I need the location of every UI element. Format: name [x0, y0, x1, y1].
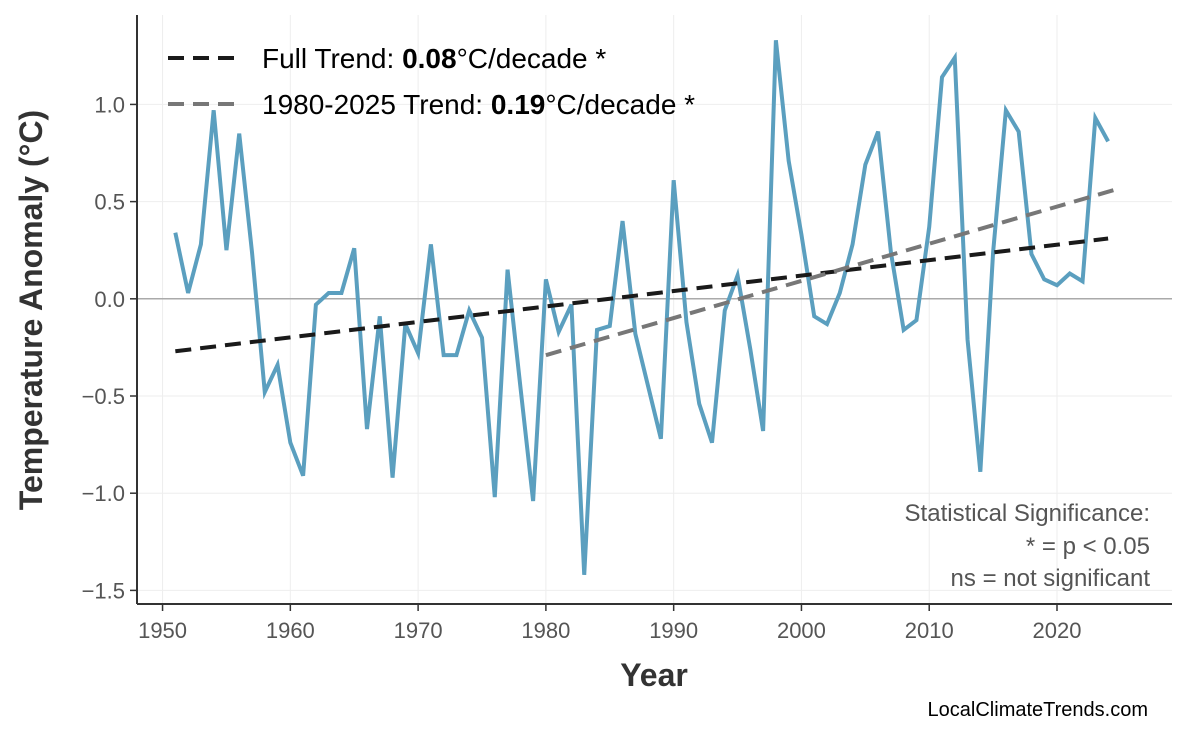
- x-tick-label: 1990: [649, 618, 698, 643]
- series-group: [173, 40, 1110, 575]
- y-tick-label: −0.5: [82, 384, 125, 409]
- y-tick-label: −1.5: [82, 578, 125, 603]
- credit: LocalClimateTrends.com: [928, 699, 1148, 721]
- legend-label-recent: 1980-2025 Trend: 0.19°C/decade *: [262, 89, 695, 120]
- y-tick-label: 1.0: [94, 92, 125, 117]
- significance-note: Statistical Significance: * = p < 0.05 n…: [905, 500, 1151, 592]
- x-axis-label: Year: [620, 657, 688, 693]
- note-line: * = p < 0.05: [1026, 533, 1150, 560]
- x-tick-label: 2020: [1033, 618, 1082, 643]
- x-tick-label: 1960: [266, 618, 315, 643]
- anomaly-series-line: [173, 40, 1110, 575]
- trend-lines: [175, 186, 1122, 358]
- x-tick-label: 2010: [905, 618, 954, 643]
- y-tick-label: 0.0: [94, 287, 125, 312]
- note-line: Statistical Significance:: [905, 500, 1150, 527]
- x-tick-label: 1980: [521, 618, 570, 643]
- note-line: ns = not significant: [951, 565, 1151, 592]
- x-tick-label: 2000: [777, 618, 826, 643]
- y-tick-label: −1.0: [82, 481, 125, 506]
- ticks: 1950 1960 1970 1980 1990 2000 2010 2020 −1.5 −1.0…: [82, 92, 1082, 643]
- y-tick-label: 0.5: [94, 190, 125, 215]
- legend-label-full: Full Trend: 0.08°C/decade *: [262, 43, 606, 74]
- x-tick-label: 1970: [394, 618, 443, 643]
- x-tick-label: 1950: [138, 618, 187, 643]
- legend: Full Trend: 0.08°C/decade * 1980-2025 Tr…: [168, 43, 695, 120]
- y-axis-label: Temperature Anomaly (°C): [13, 110, 49, 510]
- full-trend-line: [175, 236, 1109, 354]
